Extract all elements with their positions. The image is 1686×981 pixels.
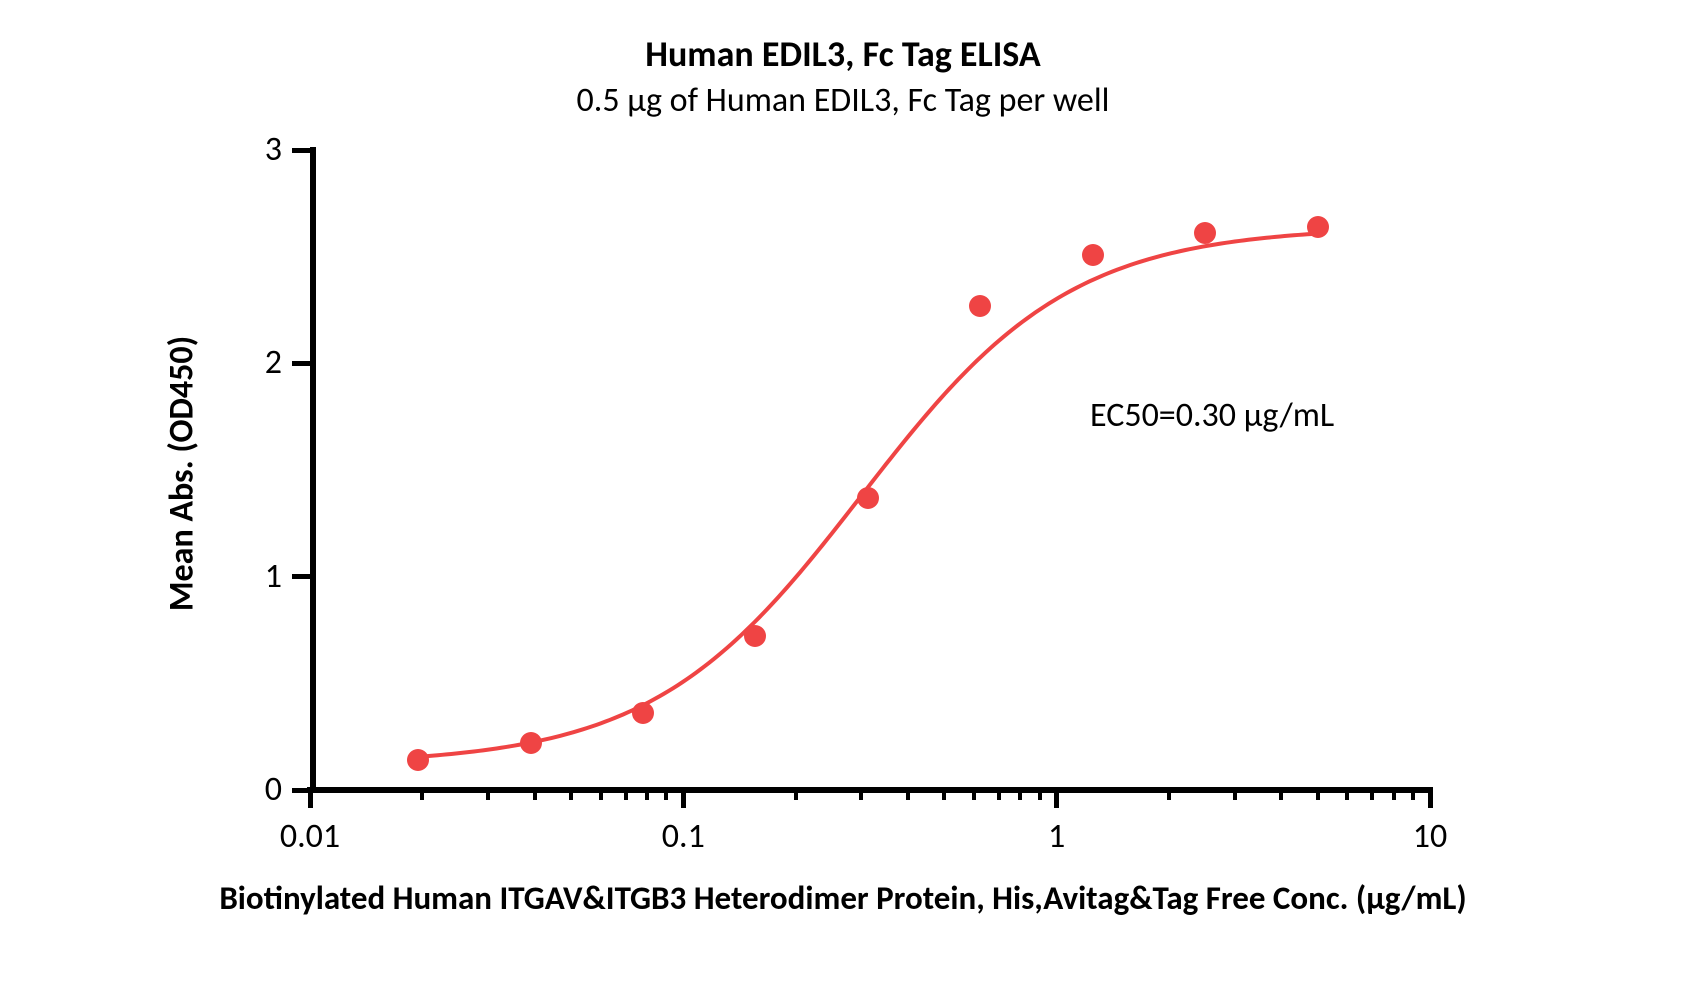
- x-tick: [681, 790, 686, 808]
- data-point: [632, 702, 654, 724]
- data-point: [407, 749, 429, 771]
- x-minor-tick: [486, 790, 490, 800]
- x-tick: [1428, 790, 1433, 808]
- y-tick-label: 2: [222, 342, 282, 383]
- x-minor-tick: [1392, 790, 1396, 800]
- y-tick-label: 3: [222, 129, 282, 170]
- x-minor-tick: [794, 790, 798, 800]
- x-minor-tick: [645, 790, 649, 800]
- x-minor-tick: [569, 790, 573, 800]
- x-minor-tick: [420, 790, 424, 800]
- y-tick: [292, 361, 310, 366]
- y-tick-label: 1: [222, 556, 282, 597]
- x-minor-tick: [1018, 790, 1022, 800]
- x-minor-tick: [1233, 790, 1237, 800]
- data-point: [744, 625, 766, 647]
- x-minor-tick: [972, 790, 976, 800]
- x-minor-tick: [1279, 790, 1283, 800]
- chart-subtitle: 0.5 μg of Human EDIL3, Fc Tag per well: [0, 80, 1686, 121]
- x-minor-tick: [906, 790, 910, 800]
- y-tick: [292, 574, 310, 579]
- x-minor-tick: [1316, 790, 1320, 800]
- x-minor-tick: [624, 790, 628, 800]
- data-point: [520, 732, 542, 754]
- fit-curve: [310, 150, 1430, 790]
- x-minor-tick: [1038, 790, 1042, 800]
- x-minor-tick: [664, 790, 668, 800]
- x-minor-tick: [1345, 790, 1349, 800]
- chart-container: Human EDIL3, Fc Tag ELISA 0.5 μg of Huma…: [0, 0, 1686, 981]
- x-minor-tick: [1167, 790, 1171, 800]
- x-minor-tick: [533, 790, 537, 800]
- x-minor-tick: [997, 790, 1001, 800]
- data-point: [1307, 216, 1329, 238]
- plot-area: 01230.010.1110: [310, 150, 1430, 790]
- x-tick: [308, 790, 313, 808]
- y-tick: [292, 148, 310, 153]
- data-point: [857, 487, 879, 509]
- x-minor-tick: [1411, 790, 1415, 800]
- x-tick-label: 0.01: [250, 816, 370, 857]
- x-minor-tick: [859, 790, 863, 800]
- chart-title: Human EDIL3, Fc Tag ELISA: [0, 32, 1686, 76]
- x-tick: [1054, 790, 1059, 808]
- x-tick-label: 1: [997, 816, 1117, 857]
- ec50-annotation: EC50=0.30 μg/mL: [1090, 395, 1334, 436]
- x-tick-label: 0.1: [623, 816, 743, 857]
- x-minor-tick: [942, 790, 946, 800]
- x-tick-label: 10: [1370, 816, 1490, 857]
- y-axis-label: Mean Abs. (OD450): [162, 314, 203, 634]
- x-minor-tick: [1370, 790, 1374, 800]
- data-point: [1194, 222, 1216, 244]
- x-axis-label: Biotinylated Human ITGAV&ITGB3 Heterodim…: [0, 878, 1686, 918]
- data-point: [969, 295, 991, 317]
- y-tick-label: 0: [222, 769, 282, 810]
- x-minor-tick: [599, 790, 603, 800]
- data-point: [1082, 244, 1104, 266]
